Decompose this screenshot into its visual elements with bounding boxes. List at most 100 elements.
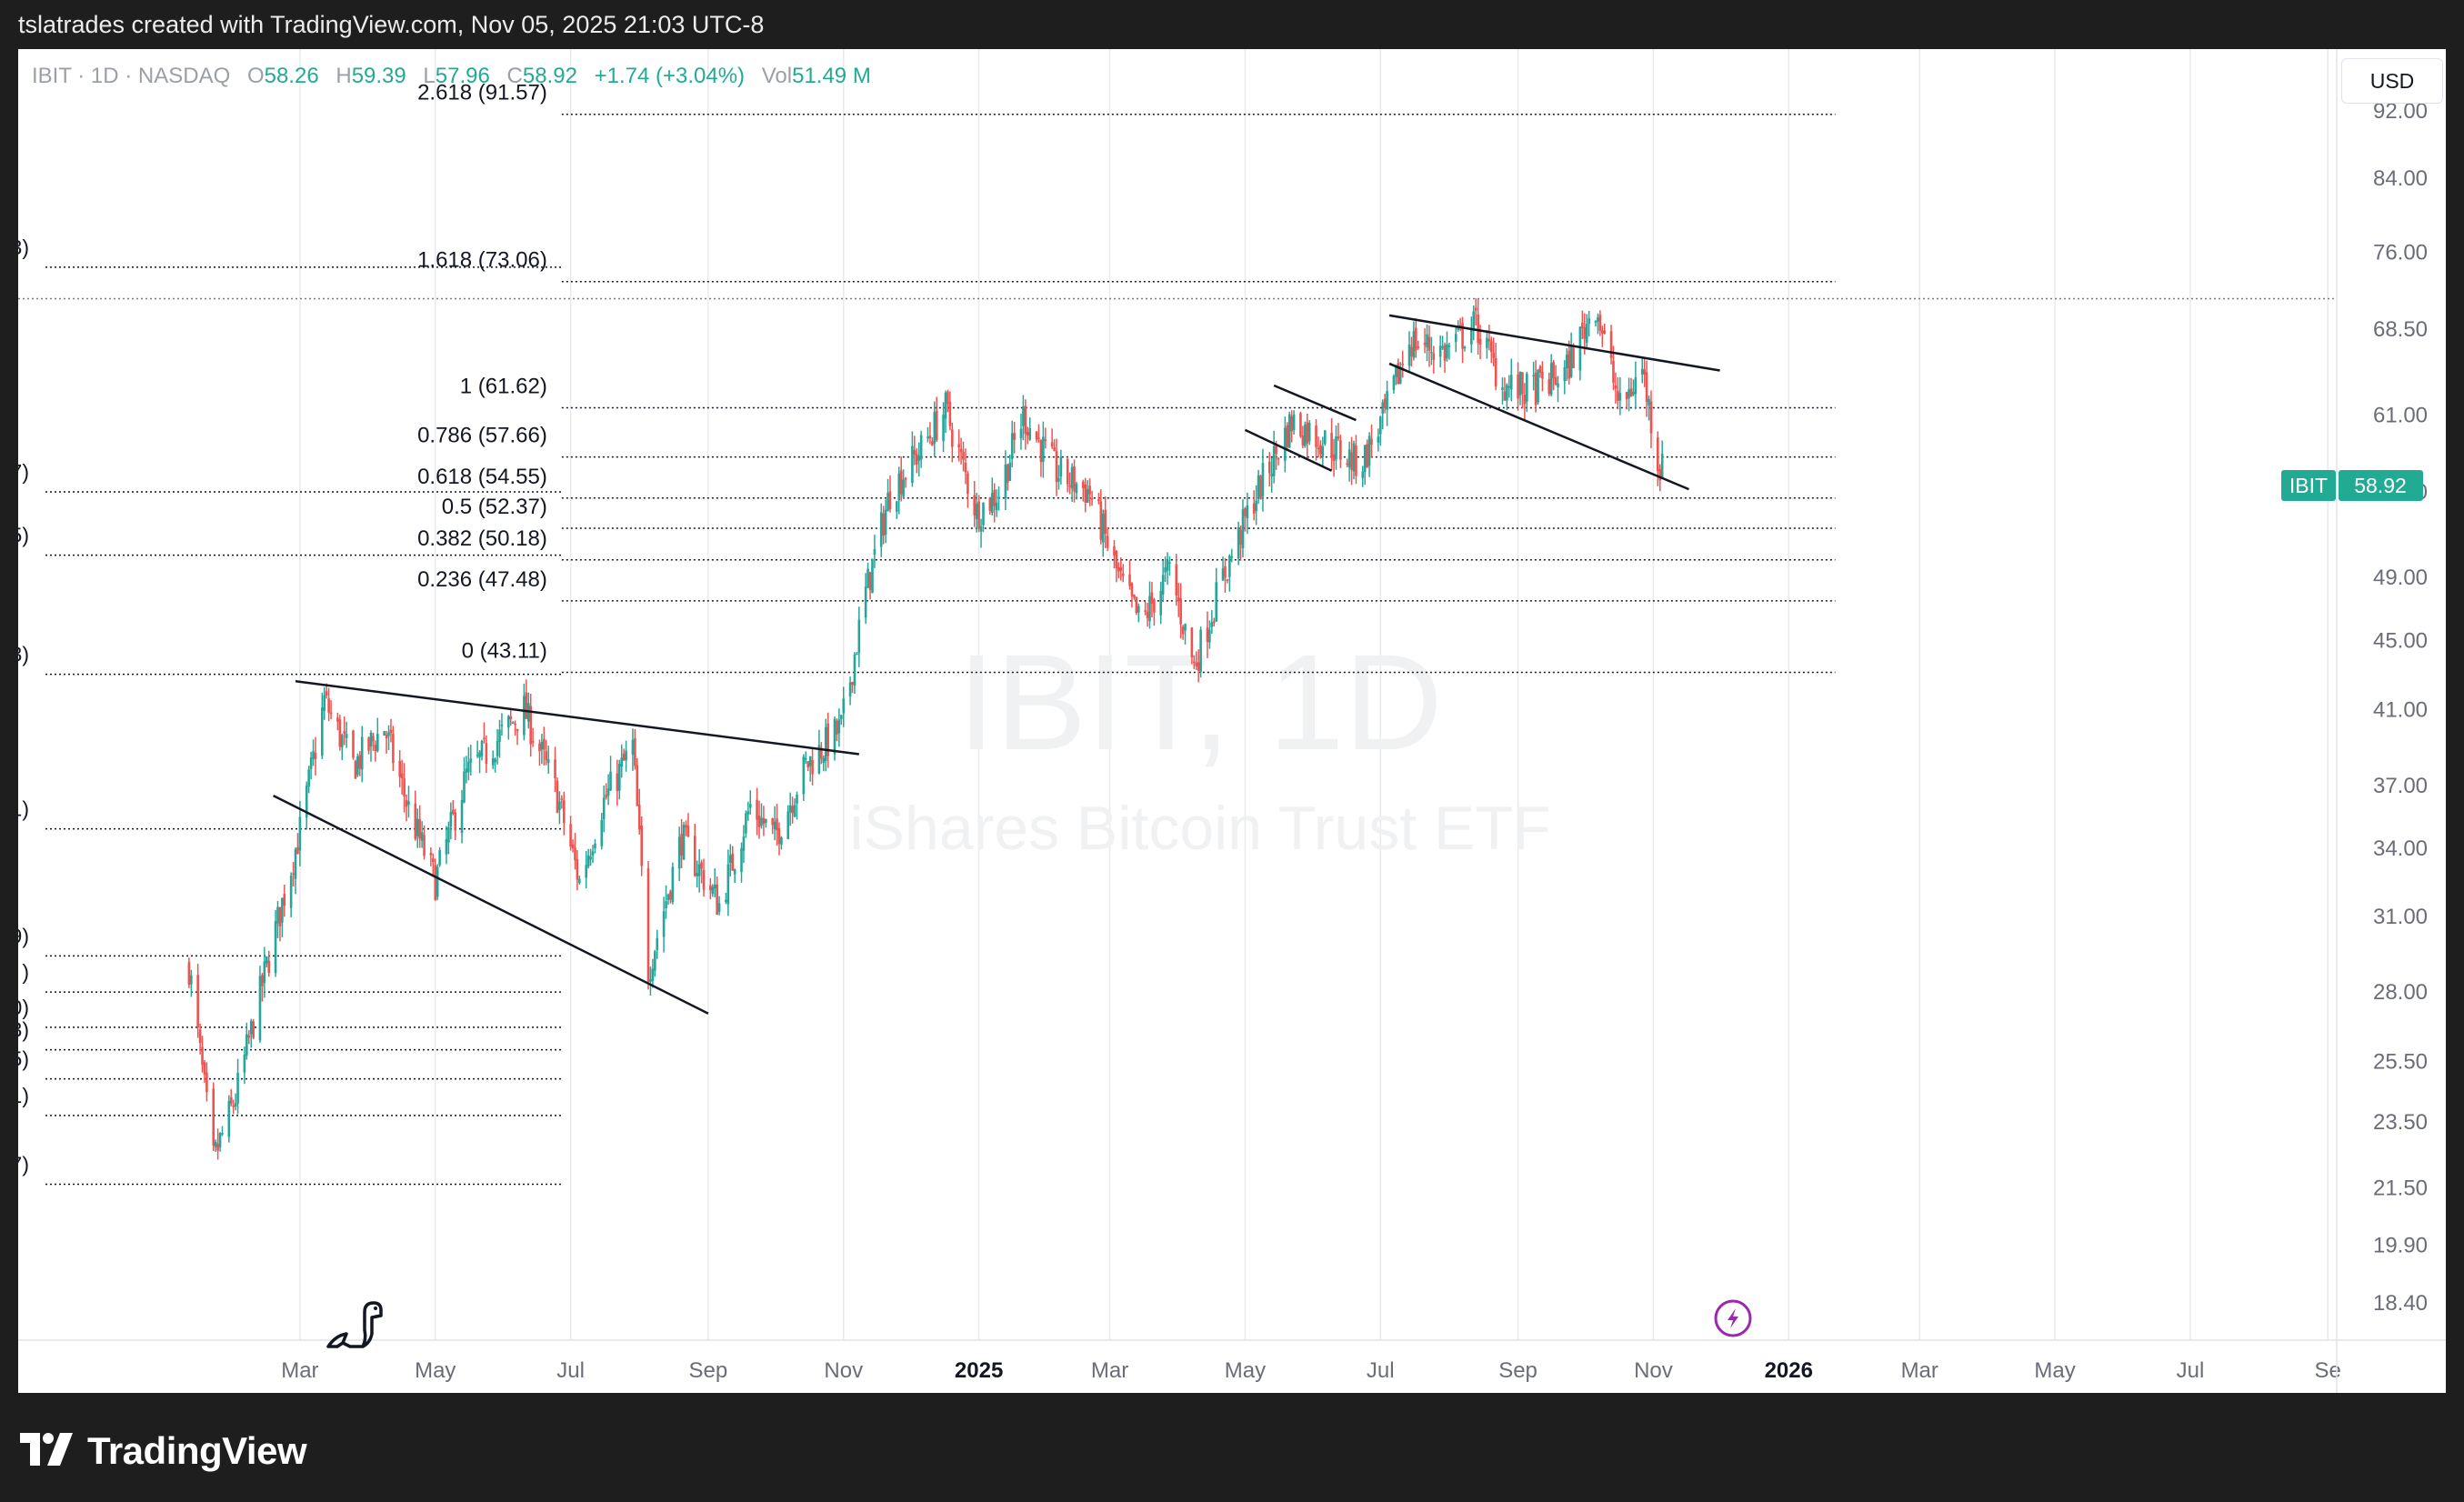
candle-body — [1039, 440, 1043, 463]
candle-body — [480, 741, 484, 756]
candle-body — [338, 719, 342, 747]
candle-body — [447, 826, 450, 843]
trendline-triangle-upper[interactable] — [295, 679, 859, 756]
candle-body — [873, 548, 876, 556]
candle-body — [576, 859, 579, 880]
candle-body — [634, 738, 636, 766]
candle-body — [1255, 500, 1257, 512]
candle-body — [1649, 401, 1653, 434]
candle-body — [1070, 466, 1074, 489]
trendline-wedge-upper[interactable] — [1388, 314, 1720, 372]
candle-body — [1037, 437, 1040, 440]
candle-body — [1099, 501, 1103, 540]
candle-body — [837, 719, 841, 734]
candle-body — [951, 429, 954, 447]
candle-body — [917, 456, 921, 461]
candle-body — [1583, 327, 1587, 339]
fib-level-label: 1.618 (73.06) — [417, 248, 547, 273]
candle-body — [562, 800, 566, 824]
candle-body — [558, 801, 561, 810]
candle-body — [824, 726, 827, 762]
time-tick-label: Mar — [281, 1358, 318, 1383]
candle-body — [742, 836, 746, 851]
candle-body — [546, 759, 550, 764]
tradingview-logo-icon[interactable] — [20, 1433, 78, 1466]
candle-body — [1086, 489, 1089, 504]
candle-body — [467, 761, 470, 773]
candle-body — [1175, 564, 1178, 596]
candle-body — [1053, 446, 1056, 451]
candle-body — [1081, 481, 1085, 488]
fib-level-label: 0.382 (50.18) — [417, 526, 547, 551]
candle-body — [649, 978, 652, 982]
candle-body — [538, 743, 541, 752]
candle-body — [586, 855, 590, 866]
candle-body — [1135, 596, 1138, 613]
candle-body — [693, 836, 696, 876]
chart-area[interactable]: IBIT, 1D iShares Bitcoin Trust ETF 2.618… — [18, 49, 2446, 1393]
candle-body — [796, 794, 798, 804]
trendline-wedge-lower[interactable] — [1388, 362, 1689, 491]
trendline-flag-upper[interactable] — [1273, 384, 1357, 422]
candle-body — [531, 741, 535, 743]
candle-body — [1007, 464, 1009, 484]
candle-body — [234, 1103, 237, 1107]
candle-body — [1115, 551, 1118, 569]
candle-body — [360, 736, 364, 770]
candle-body — [756, 799, 758, 820]
candle-body — [793, 805, 796, 817]
candle-body — [1168, 562, 1171, 564]
left-fib-level-label: 5) — [18, 524, 29, 547]
candle-body — [1210, 622, 1214, 627]
price-chart-svg[interactable]: IBIT, 1D iShares Bitcoin Trust ETF 2.618… — [18, 49, 2446, 1393]
legend-close-value: 58.92 — [522, 64, 577, 88]
candle-body — [1057, 477, 1060, 482]
candle-body — [1008, 462, 1012, 481]
footer: TradingView — [0, 1393, 2464, 1502]
candle-body — [762, 817, 766, 825]
dinosaur-icon[interactable] — [326, 1301, 383, 1348]
candle-body — [988, 498, 992, 511]
trendline-triangle-lower[interactable] — [273, 794, 709, 1015]
candle-body — [913, 450, 916, 456]
top-bar: tslatrades created with TradingView.com,… — [0, 0, 2464, 49]
candle-body — [765, 818, 767, 823]
candle-body — [314, 753, 317, 760]
candle-body — [1299, 413, 1302, 436]
candle-body — [977, 501, 980, 529]
candle-body — [1195, 663, 1198, 666]
candle-body — [1190, 627, 1194, 657]
candle-body — [511, 722, 515, 724]
watermark-name: iShares Bitcoin Trust ETF — [850, 794, 1551, 863]
candle-body — [1101, 514, 1105, 543]
time-tick-label: Nov — [824, 1358, 863, 1383]
candle-body — [329, 712, 333, 715]
candle-body — [367, 737, 370, 751]
price-badge-symbol: IBIT — [2289, 474, 2328, 497]
candle-body — [729, 855, 732, 863]
price-tick-label: 61.00 — [2373, 404, 2428, 428]
currency-button[interactable]: USD — [2341, 58, 2443, 104]
candle-body — [1432, 353, 1436, 360]
price-tick-label: 76.00 — [2373, 241, 2428, 265]
candle-body — [1148, 596, 1151, 622]
trendline-flag-lower[interactable] — [1244, 428, 1333, 472]
candle-body — [1337, 436, 1340, 439]
candle-body — [376, 734, 379, 752]
candle-body — [836, 720, 838, 735]
candle-body — [1554, 376, 1558, 385]
candle-body — [1104, 509, 1107, 535]
lightning-event-icon[interactable] — [1714, 1299, 1752, 1337]
candle-body — [1055, 450, 1058, 483]
candle-body — [944, 392, 947, 419]
candle-body — [383, 731, 386, 736]
candle-body — [1193, 661, 1196, 664]
candle-body — [820, 747, 823, 759]
candle-body — [451, 809, 455, 814]
candle-body — [374, 745, 377, 751]
candle-body — [591, 851, 595, 856]
candle-body — [1634, 377, 1638, 395]
candle-body — [857, 619, 861, 654]
candle-body — [187, 962, 191, 986]
candle-body — [345, 734, 348, 738]
